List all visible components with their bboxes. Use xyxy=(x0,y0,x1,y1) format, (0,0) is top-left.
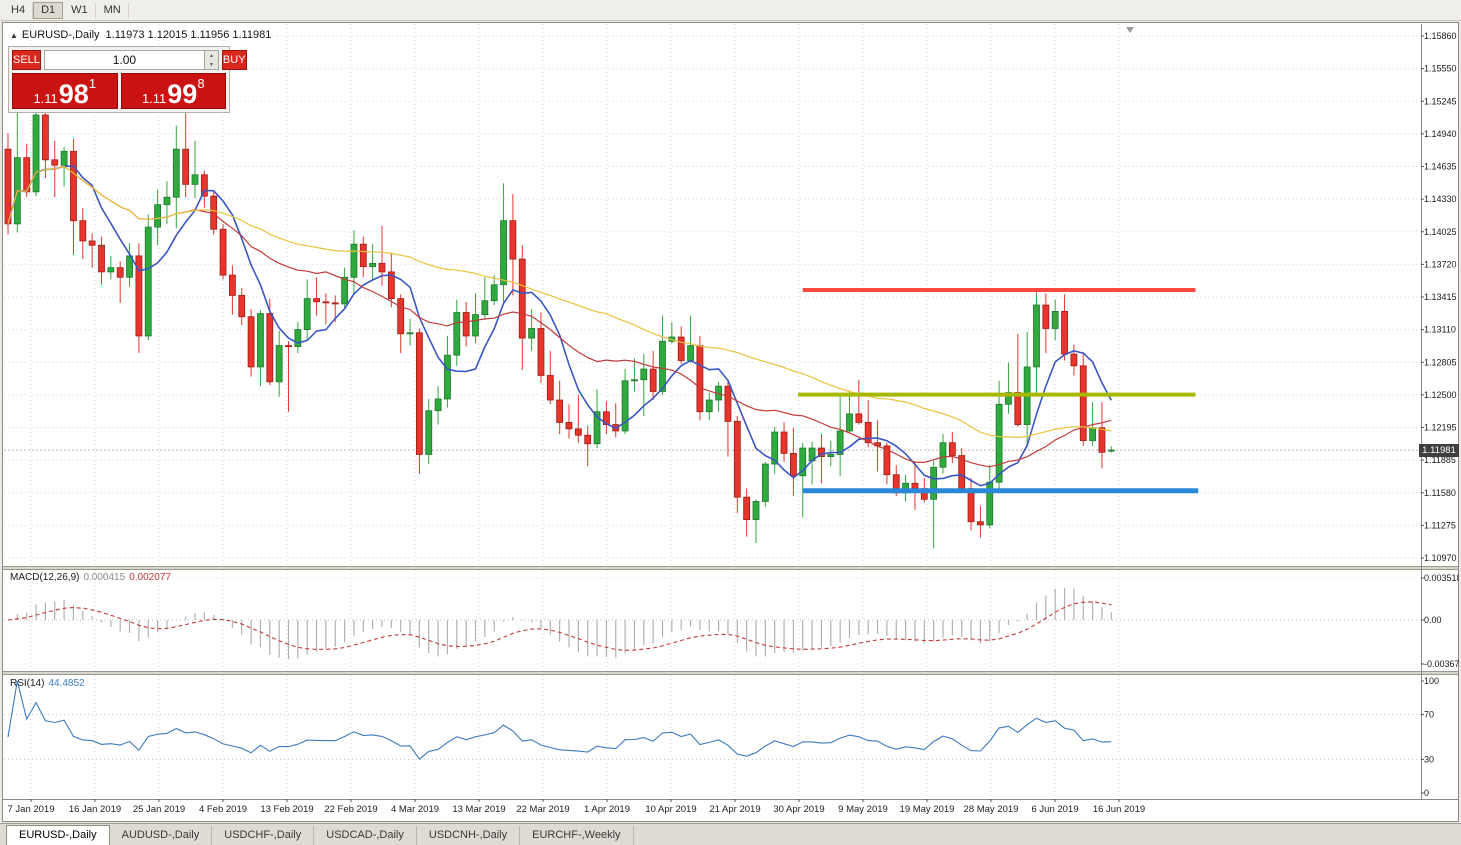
sell-button[interactable]: SELL xyxy=(12,50,41,70)
svg-text:10 Apr 2019: 10 Apr 2019 xyxy=(645,804,696,815)
svg-text:22 Mar 2019: 22 Mar 2019 xyxy=(516,804,569,815)
svg-text:1.15245: 1.15245 xyxy=(1424,96,1457,106)
svg-text:21 Apr 2019: 21 Apr 2019 xyxy=(709,804,760,815)
svg-text:16 Jan 2019: 16 Jan 2019 xyxy=(69,804,121,815)
svg-text:1 Apr 2019: 1 Apr 2019 xyxy=(584,804,630,815)
svg-text:13 Mar 2019: 13 Mar 2019 xyxy=(452,804,505,815)
svg-text:1.11580: 1.11580 xyxy=(1424,488,1456,498)
svg-text:1.14025: 1.14025 xyxy=(1424,227,1457,237)
symbol-period-label: EURUSD-,Daily xyxy=(21,29,100,41)
svg-text:19 May 2019: 19 May 2019 xyxy=(900,804,955,815)
timeframe-d1-button[interactable]: D1 xyxy=(33,1,64,19)
svg-text:4 Feb 2019: 4 Feb 2019 xyxy=(199,804,247,815)
rsi-value: 44.4852 xyxy=(48,678,85,689)
collapse-panel-icon[interactable]: ▲ xyxy=(10,31,18,40)
tab-audusd-daily[interactable]: AUDUSD-,Daily xyxy=(110,826,213,845)
ohlc-values: 1.11973 1.12015 1.11956 1.11981 xyxy=(105,29,272,41)
pane-separator xyxy=(3,566,1458,570)
date-axis: 7 Jan 2019 16 Jan 2019 25 Jan 2019 4 Feb 20… xyxy=(7,799,1145,815)
timeframe-h4-button[interactable]: H4 xyxy=(3,1,34,19)
tab-usdcnh-daily[interactable]: USDCNH-,Daily xyxy=(417,826,521,845)
volume-increase-button[interactable]: ▲ xyxy=(204,51,218,60)
current-price-tag: 1.11981 xyxy=(1419,444,1459,457)
svg-text:1.13110: 1.13110 xyxy=(1424,325,1456,335)
buy-price-big: 99 xyxy=(167,79,198,109)
svg-text:70: 70 xyxy=(1424,710,1434,720)
svg-text:25 Jan 2019: 25 Jan 2019 xyxy=(133,804,185,815)
svg-text:30: 30 xyxy=(1424,754,1434,764)
rsi-line xyxy=(7,680,1112,761)
sell-price-tile[interactable]: 1.11 98 1 xyxy=(12,73,118,109)
svg-text:0.00: 0.00 xyxy=(1424,615,1442,625)
rsi-axis: 100 70 30 0 xyxy=(1421,676,1439,798)
macd-histogram xyxy=(16,587,1112,660)
chart-canvas[interactable]: 1.15860 1.15550 1.15245 1.14940 1.14635 1.143… xyxy=(2,22,1459,822)
svg-text:22 Feb 2019: 22 Feb 2019 xyxy=(324,804,377,815)
svg-text:1.10970: 1.10970 xyxy=(1424,553,1457,563)
volume-decrease-button[interactable]: ▼ xyxy=(204,60,218,69)
macd-signal-line xyxy=(7,601,1112,651)
sell-price-sup: 1 xyxy=(88,76,97,91)
svg-text:0: 0 xyxy=(1424,788,1429,798)
buy-button[interactable]: BUY xyxy=(221,50,247,70)
macd-indicator-label: MACD(12,26,9) 0.000415 0.002077 xyxy=(10,572,171,583)
svg-text:7 Jan 2019: 7 Jan 2019 xyxy=(7,804,54,815)
svg-text:1.12500: 1.12500 xyxy=(1424,390,1457,400)
svg-text:30 Apr 2019: 30 Apr 2019 xyxy=(773,804,824,815)
sell-price-big: 98 xyxy=(58,79,89,109)
macd-main-value: 0.000415 xyxy=(83,572,126,583)
svg-text:13 Feb 2019: 13 Feb 2019 xyxy=(260,804,313,815)
svg-text:1.11885: 1.11885 xyxy=(1424,455,1456,465)
svg-text:0.003518: 0.003518 xyxy=(1424,573,1459,583)
macd-name: MACD(12,26,9) xyxy=(10,572,80,583)
svg-text:16 Jun 2019: 16 Jun 2019 xyxy=(1093,804,1145,815)
svg-text:9 May 2019: 9 May 2019 xyxy=(838,804,888,815)
pane-separator xyxy=(3,671,1458,675)
svg-text:1.14635: 1.14635 xyxy=(1424,162,1457,172)
chart-tab-bar: EURUSD-,Daily AUDUSD-,Daily USDCHF-,Dail… xyxy=(0,823,1461,845)
buy-price-tile[interactable]: 1.11 99 8 xyxy=(120,73,226,109)
ma-slow-line xyxy=(7,165,1112,439)
svg-text:1.13720: 1.13720 xyxy=(1424,259,1457,269)
chart-window[interactable]: 1.15860 1.15550 1.15245 1.14940 1.14635 1.143… xyxy=(2,22,1459,822)
svg-text:1.12805: 1.12805 xyxy=(1424,357,1457,367)
timeframe-w1-button[interactable]: W1 xyxy=(63,1,96,19)
svg-text:4 Mar 2019: 4 Mar 2019 xyxy=(391,804,439,815)
rsi-indicator-label: RSI(14) 44.4852 xyxy=(10,678,85,689)
buy-price-sup: 8 xyxy=(197,76,205,91)
svg-text:-0.00367: -0.00367 xyxy=(1424,659,1459,669)
ma-fast-line xyxy=(7,165,1113,487)
svg-text:1.12195: 1.12195 xyxy=(1424,423,1457,433)
volume-field: ▲ ▼ xyxy=(43,50,219,70)
grid xyxy=(4,24,1421,799)
svg-text:1.11275: 1.11275 xyxy=(1424,520,1456,530)
chart-title: ▲ EURUSD-,Daily 1.11973 1.12015 1.11956 1.… xyxy=(10,29,271,41)
timeframe-mn-button[interactable]: MN xyxy=(96,1,129,19)
tab-usdchf-daily[interactable]: USDCHF-,Daily xyxy=(212,826,315,845)
tab-eurusd-daily[interactable]: EURUSD-,Daily xyxy=(6,825,110,845)
chart-shift-marker xyxy=(1126,27,1134,33)
svg-text:1.15550: 1.15550 xyxy=(1424,64,1457,74)
svg-text:1.14940: 1.14940 xyxy=(1424,129,1457,139)
timeframe-toolbar: H4 D1 W1 MN xyxy=(0,0,1461,21)
svg-text:1.15860: 1.15860 xyxy=(1424,31,1457,41)
macd-signal-value: 0.002077 xyxy=(129,572,171,583)
rsi-name: RSI(14) xyxy=(10,678,45,689)
tab-eurchf-weekly[interactable]: EURCHF-,Weekly xyxy=(520,826,634,845)
price-axis: 1.15860 1.15550 1.15245 1.14940 1.14635 1.143… xyxy=(1421,31,1457,563)
svg-text:1.13415: 1.13415 xyxy=(1424,292,1457,302)
svg-text:6 Jun 2019: 6 Jun 2019 xyxy=(1031,804,1078,815)
svg-text:1.14330: 1.14330 xyxy=(1424,194,1457,204)
volume-input[interactable] xyxy=(44,51,204,69)
tab-usdcad-daily[interactable]: USDCAD-,Daily xyxy=(314,826,417,845)
svg-text:100: 100 xyxy=(1424,676,1439,686)
sell-price-prefix: 1.11 xyxy=(33,91,58,106)
svg-text:28 May 2019: 28 May 2019 xyxy=(964,804,1019,815)
macd-axis: 0.003518 0.00 -0.00367 xyxy=(1421,573,1459,669)
buy-price-prefix: 1.11 xyxy=(141,91,167,106)
